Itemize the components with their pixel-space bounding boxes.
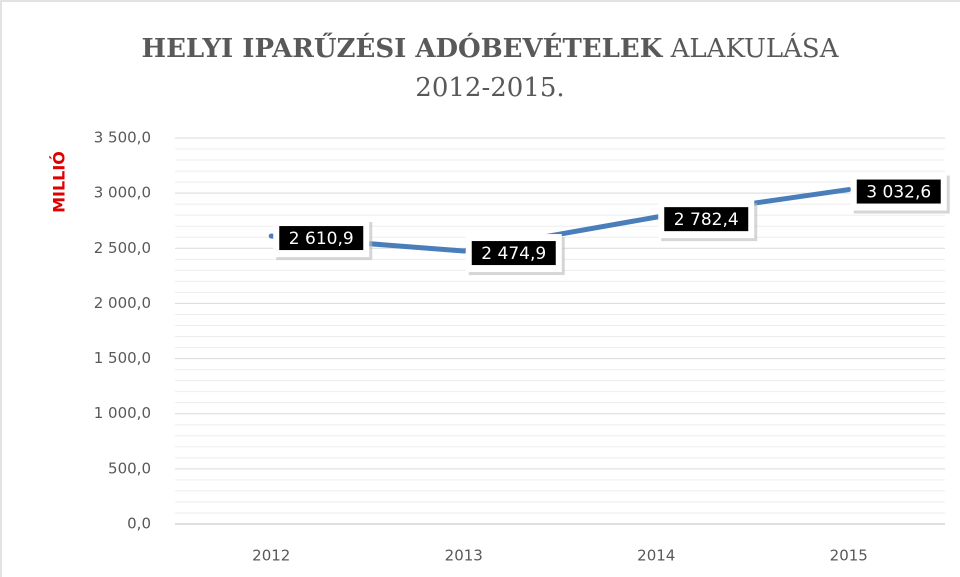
x-tick-label: 2012 [252, 547, 290, 565]
x-tick-label: 2013 [445, 547, 483, 565]
y-tick-label: 1 500,0 [94, 349, 151, 367]
data-label: 2 474,9 [481, 244, 546, 264]
title-rest: ALAKULÁSA [670, 32, 840, 64]
x-tick-label: 2014 [637, 547, 675, 565]
y-tick-label: 500,0 [108, 459, 151, 477]
y-tick-label: 2 500,0 [94, 239, 151, 257]
data-label: 2 782,4 [674, 210, 739, 230]
data-label-bg [279, 226, 364, 251]
y-tick-label: 0,0 [127, 515, 151, 533]
chart-subtitle: 2012-2015. [415, 73, 564, 103]
chart-title: HELYI IPARŰZÉSI ADÓBEVÉTELEK ALAKULÁSA [142, 32, 840, 64]
y-tick-label: 2 000,0 [94, 294, 151, 312]
data-label: 3 032,6 [866, 183, 931, 203]
x-tick-label: 2015 [830, 547, 868, 565]
data-label: 2 610,9 [289, 229, 354, 249]
y-tick-label: 3 000,0 [94, 184, 151, 202]
data-label-bg [856, 179, 941, 204]
data-label-bg [471, 241, 556, 266]
y-tick-label: 3 500,0 [94, 129, 151, 147]
data-label-bg [664, 207, 749, 232]
y-axis-label: MILLIÓ [50, 151, 69, 213]
y-tick-label: 1 000,0 [94, 404, 151, 422]
title-bold: HELYI IPARŰZÉSI ADÓBEVÉTELEK [142, 32, 664, 64]
